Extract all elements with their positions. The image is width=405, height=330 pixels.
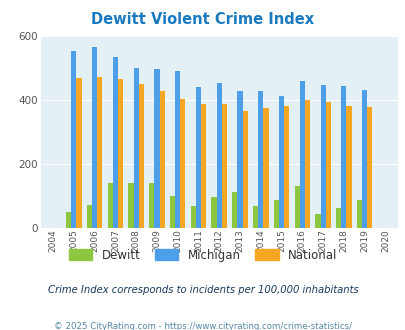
Bar (211, 197, 216, 228)
Bar (367, 107, 371, 228)
Bar (190, 206, 195, 228)
Legend: Dewitt, Michigan, National: Dewitt, Michigan, National (65, 245, 340, 265)
Bar (169, 196, 175, 228)
Bar (341, 86, 345, 228)
Bar (128, 183, 133, 228)
Bar (66, 212, 71, 228)
Bar (361, 90, 367, 228)
Bar (273, 200, 278, 228)
Bar (118, 79, 123, 228)
Bar (113, 57, 118, 228)
Bar (107, 183, 113, 228)
Bar (320, 85, 325, 228)
Bar (252, 206, 258, 228)
Bar (325, 102, 330, 228)
Bar (159, 90, 164, 228)
Bar (216, 82, 221, 228)
Bar (237, 91, 242, 228)
Bar (97, 77, 102, 228)
Text: Crime Index corresponds to incidents per 100,000 inhabitants: Crime Index corresponds to incidents per… (47, 285, 358, 295)
Bar (87, 205, 92, 228)
Bar (195, 87, 200, 228)
Bar (315, 214, 320, 228)
Bar (133, 68, 139, 228)
Text: © 2025 CityRating.com - https://www.cityrating.com/crime-statistics/: © 2025 CityRating.com - https://www.city… (54, 322, 351, 330)
Bar (175, 71, 180, 228)
Bar (154, 69, 159, 228)
Text: Dewitt Violent Crime Index: Dewitt Violent Crime Index (91, 12, 314, 26)
Bar (139, 83, 144, 228)
Bar (284, 106, 289, 228)
Bar (258, 91, 263, 228)
Bar (278, 96, 284, 228)
Bar (345, 106, 351, 228)
Bar (299, 81, 304, 228)
Bar (71, 51, 76, 228)
Bar (294, 186, 299, 228)
Bar (92, 48, 97, 228)
Bar (232, 192, 237, 228)
Bar (304, 100, 309, 228)
Bar (200, 104, 206, 228)
Bar (263, 108, 268, 228)
Bar (149, 183, 154, 228)
Bar (356, 200, 361, 228)
Bar (335, 208, 341, 228)
Bar (180, 99, 185, 228)
Bar (242, 111, 247, 228)
Bar (221, 104, 226, 228)
Bar (76, 78, 81, 228)
